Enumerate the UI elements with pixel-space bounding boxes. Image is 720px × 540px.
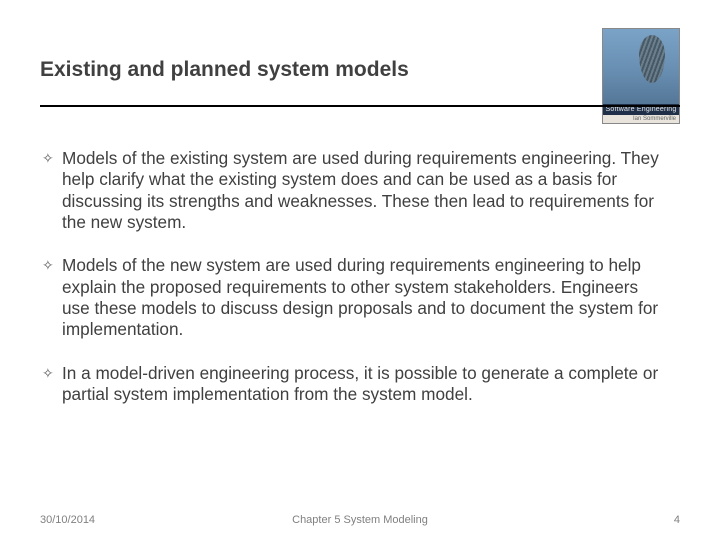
- gherkin-building-icon: [639, 35, 665, 83]
- diamond-bullet-icon: ✧: [42, 363, 62, 406]
- bullet-item: ✧ In a model-driven engineering process,…: [42, 363, 660, 406]
- logo-author: Ian Sommerville: [603, 115, 679, 123]
- diamond-bullet-icon: ✧: [42, 255, 62, 340]
- title-underline: [40, 105, 680, 107]
- diamond-bullet-icon: ✧: [42, 148, 62, 233]
- footer-page-number: 4: [674, 514, 680, 526]
- book-cover-logo: Software Engineering Ian Sommerville: [602, 28, 680, 124]
- bullet-text: In a model-driven engineering process, i…: [62, 363, 660, 406]
- footer: 30/10/2014 Chapter 5 System Modeling 4: [0, 508, 720, 526]
- bullet-item: ✧ Models of the new system are used duri…: [42, 255, 660, 340]
- body-content: ✧ Models of the existing system are used…: [42, 148, 660, 427]
- bullet-text: Models of the new system are used during…: [62, 255, 660, 340]
- bullet-text: Models of the existing system are used d…: [62, 148, 660, 233]
- footer-chapter: Chapter 5 System Modeling: [0, 514, 720, 526]
- slide: Existing and planned system models Softw…: [0, 0, 720, 540]
- bullet-item: ✧ Models of the existing system are used…: [42, 148, 660, 233]
- slide-title: Existing and planned system models: [40, 58, 409, 82]
